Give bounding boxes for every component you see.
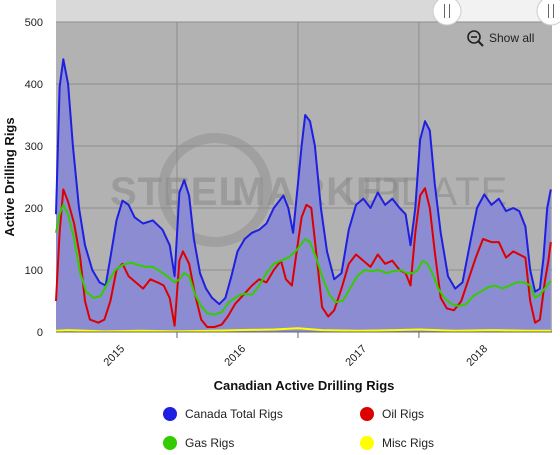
legend-item[interactable]: Misc Rigs: [360, 436, 434, 450]
watermark-logo-ring: [158, 133, 272, 247]
y-tick-label: 100: [25, 265, 43, 277]
legend-label: Misc Rigs: [382, 436, 434, 450]
y-tick-label: 200: [25, 203, 43, 215]
legend-swatch: [163, 436, 177, 450]
y-tick-label: 400: [25, 79, 43, 91]
y-tick-label: 300: [25, 141, 43, 153]
x-tick-label: 2015: [101, 343, 127, 369]
legend-item[interactable]: Oil Rigs: [360, 407, 424, 421]
legend-swatch: [360, 407, 374, 421]
zoom-out-magnifier-icon: [467, 30, 484, 47]
x-tick-label: 2016: [222, 343, 248, 369]
legend-swatch: [163, 407, 177, 421]
x-tick-label: 2017: [343, 343, 369, 369]
legend-item[interactable]: Gas Rigs: [163, 436, 234, 450]
range-navigator-selection[interactable]: [447, 0, 552, 22]
legend-label: Canada Total Rigs: [185, 407, 283, 421]
navigator-right-handle[interactable]: [536, 0, 560, 26]
series-line-2: [55, 203, 552, 316]
series-line-1: [55, 187, 552, 328]
legend: Canada Total Rigs Oil Rigs Gas Rigs Misc Ri…: [163, 407, 434, 450]
navigator-left-handle[interactable]: [432, 0, 462, 26]
y-tick-label: 0: [37, 327, 43, 339]
legend-item[interactable]: Canada Total Rigs: [163, 407, 283, 421]
y-axis-title: Active Drilling Rigs: [2, 117, 17, 236]
series-line-3: [55, 327, 551, 333]
series-line-0: [55, 58, 552, 306]
x-axis: 2015 2016 2017 2018: [56, 331, 552, 369]
legend-swatch: [360, 436, 374, 450]
show-all-button[interactable]: Show all: [462, 27, 544, 49]
y-tick-label: 500: [25, 17, 43, 29]
range-navigator-track[interactable]: [56, 0, 552, 22]
x-tick-label: 2018: [464, 343, 490, 369]
series-layer: [55, 58, 552, 333]
watermark-steel: STEEL: [110, 170, 244, 214]
chart-title: Canadian Active Drilling Rigs: [214, 378, 395, 393]
y-axis: 0 100 200 300 400 500: [25, 17, 43, 339]
show-all-label: Show all: [489, 31, 534, 45]
legend-label: Oil Rigs: [382, 407, 424, 421]
legend-label: Gas Rigs: [185, 436, 234, 450]
